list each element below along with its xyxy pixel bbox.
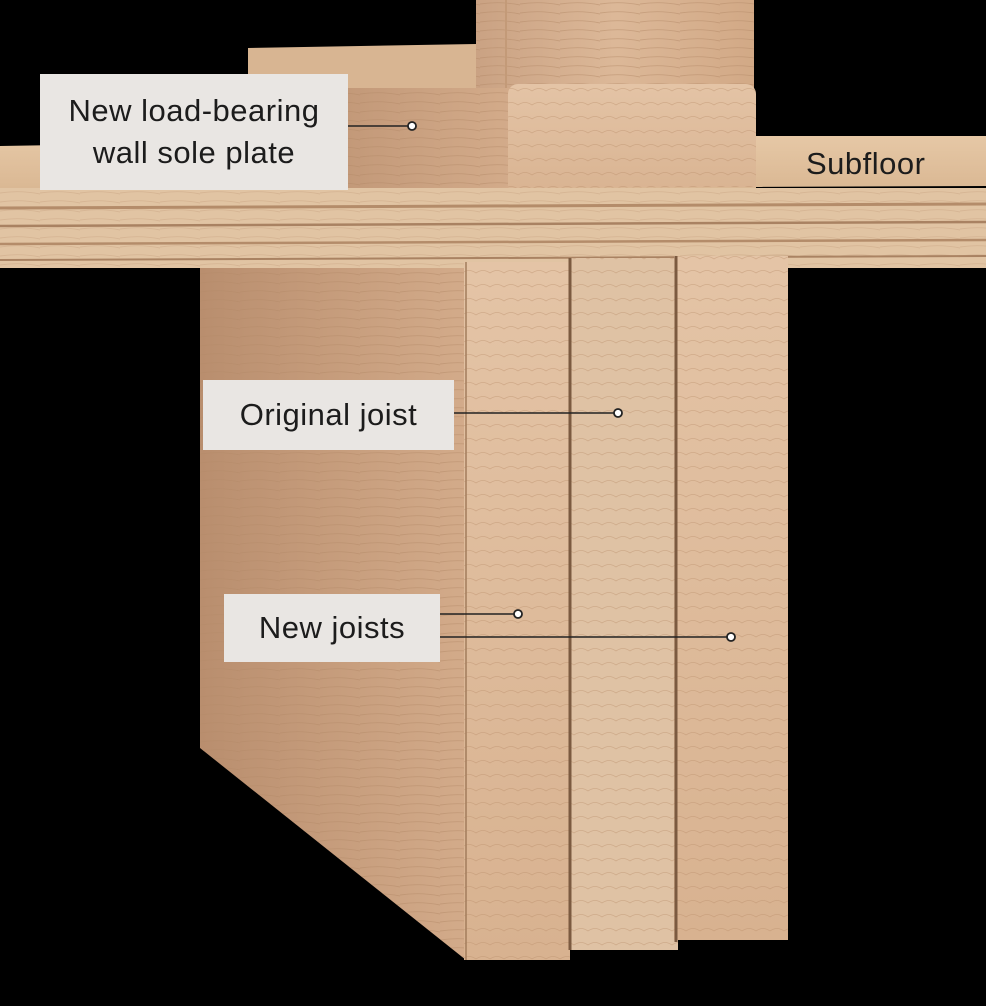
leader-dots — [407, 121, 736, 642]
sole-plate-callout: New load-bearing wall sole plate — [40, 74, 348, 190]
original-joist-callout: Original joist — [203, 380, 454, 450]
new-joists-label: New joists — [258, 610, 406, 645]
sole-plate-label-line1: New load-bearing — [68, 93, 320, 128]
leader-lines — [348, 125, 731, 638]
new-joists-callout: New joists — [224, 594, 440, 662]
wall-stud — [476, 0, 754, 92]
sole-plate-label-line2: wall sole plate — [92, 135, 296, 170]
subfloor-label: Subfloor — [806, 146, 926, 181]
original-joist-label: Original joist — [239, 397, 418, 432]
